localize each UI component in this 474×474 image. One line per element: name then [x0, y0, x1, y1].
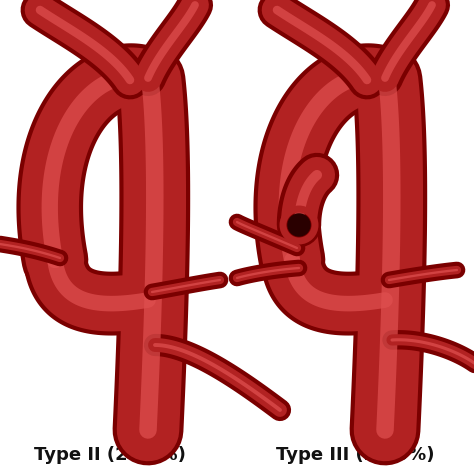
Circle shape — [283, 209, 315, 241]
Text: Type II (21.3%): Type II (21.3%) — [34, 446, 186, 464]
Circle shape — [288, 214, 310, 236]
Text: Type III (20.6%): Type III (20.6%) — [276, 446, 434, 464]
